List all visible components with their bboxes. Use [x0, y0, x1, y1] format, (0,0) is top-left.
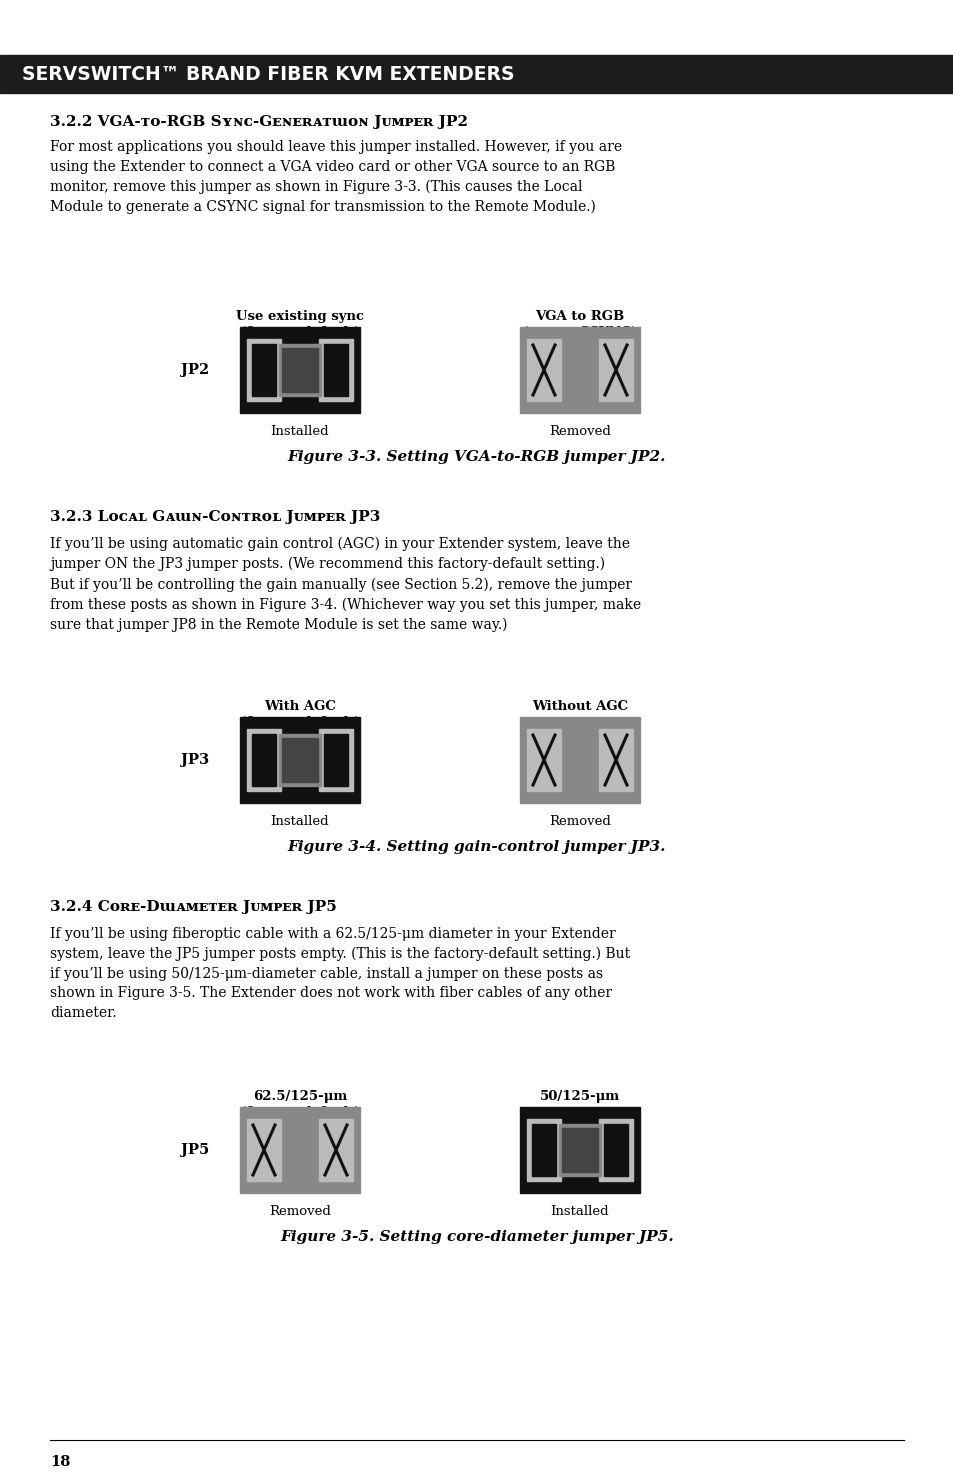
- Text: SERVSWITCH™ BRAND FIBER KVM EXTENDERS: SERVSWITCH™ BRAND FIBER KVM EXTENDERS: [22, 65, 514, 84]
- Text: Use existing sync: Use existing sync: [235, 310, 364, 323]
- Text: (factory default): (factory default): [239, 326, 360, 339]
- Text: 3.2.3 Lᴏᴄᴀʟ Gᴀɯɴ-Cᴏɴᴛʀᴏʟ Jᴜᴍᴘᴇʀ JP3: 3.2.3 Lᴏᴄᴀʟ Gᴀɯɴ-Cᴏɴᴛʀᴏʟ Jᴜᴍᴘᴇʀ JP3: [50, 510, 380, 524]
- Bar: [278, 344, 320, 395]
- Bar: [252, 344, 275, 395]
- Text: 18: 18: [50, 1454, 71, 1469]
- Text: JP3: JP3: [181, 754, 209, 767]
- Bar: [278, 735, 320, 786]
- Bar: [282, 738, 317, 782]
- Bar: [519, 327, 639, 413]
- Bar: [532, 1124, 556, 1176]
- Bar: [0, 55, 953, 93]
- Text: (factory default): (factory default): [239, 715, 360, 729]
- Text: Without AGC: Without AGC: [532, 701, 627, 712]
- Bar: [598, 729, 633, 791]
- Text: 3.2.4 Cᴏʀᴇ-Dɯᴀᴍᴇᴛᴇʀ Jᴜᴍᴘᴇʀ JP5: 3.2.4 Cᴏʀᴇ-Dɯᴀᴍᴇᴛᴇʀ Jᴜᴍᴘᴇʀ JP5: [50, 900, 336, 914]
- Text: 50/125-μm: 50/125-μm: [539, 1090, 619, 1103]
- Text: Figure 3-4. Setting gain-control jumper JP3.: Figure 3-4. Setting gain-control jumper …: [288, 839, 665, 854]
- Bar: [247, 729, 281, 791]
- Bar: [519, 717, 639, 802]
- Bar: [282, 348, 317, 392]
- Bar: [247, 1120, 281, 1181]
- Text: If you’ll be using fiberoptic cable with a 62.5/125-μm diameter in your Extender: If you’ll be using fiberoptic cable with…: [50, 926, 630, 1019]
- Text: If you’ll be using automatic gain control (AGC) in your Extender system, leave t: If you’ll be using automatic gain contro…: [50, 537, 640, 631]
- Bar: [240, 327, 359, 413]
- Bar: [598, 1120, 633, 1181]
- Bar: [603, 1124, 627, 1176]
- Text: Removed: Removed: [269, 1205, 331, 1218]
- Bar: [318, 729, 353, 791]
- Bar: [519, 1108, 639, 1193]
- Bar: [240, 717, 359, 802]
- Text: Figure 3-5. Setting core-diameter jumper JP5.: Figure 3-5. Setting core-diameter jumper…: [280, 1230, 673, 1243]
- Text: 3.2.2 VGA-ᴛᴏ-RGB Sʏɴᴄ-Gᴇɴᴇʀᴀᴛɯᴏɴ Jᴜᴍᴘᴇʀ JP2: 3.2.2 VGA-ᴛᴏ-RGB Sʏɴᴄ-Gᴇɴᴇʀᴀᴛɯᴏɴ Jᴜᴍᴘᴇʀ …: [50, 115, 468, 128]
- Text: With AGC: With AGC: [264, 701, 335, 712]
- Bar: [247, 339, 281, 401]
- Text: 62.5/125-μm: 62.5/125-μm: [253, 1090, 347, 1103]
- Bar: [526, 1120, 560, 1181]
- Bar: [598, 339, 633, 401]
- Bar: [252, 735, 275, 786]
- Text: JP2: JP2: [181, 363, 209, 378]
- Text: Installed: Installed: [271, 425, 329, 438]
- Bar: [526, 339, 560, 401]
- Text: (factory default): (factory default): [239, 1106, 360, 1120]
- Text: Figure 3-3. Setting VGA-to-RGB jumper JP2.: Figure 3-3. Setting VGA-to-RGB jumper JP…: [288, 450, 665, 465]
- Bar: [318, 339, 353, 401]
- Bar: [526, 729, 560, 791]
- Text: JP5: JP5: [181, 1143, 209, 1156]
- Text: Removed: Removed: [549, 816, 610, 827]
- Bar: [561, 1128, 598, 1173]
- Text: Removed: Removed: [549, 425, 610, 438]
- Bar: [240, 1108, 359, 1193]
- Bar: [558, 1124, 600, 1176]
- Bar: [324, 735, 348, 786]
- Text: For most applications you should leave this jumper installed. However, if you ar: For most applications you should leave t…: [50, 140, 621, 214]
- Text: (create CSYNC): (create CSYNC): [521, 326, 638, 339]
- Text: Installed: Installed: [550, 1205, 609, 1218]
- Text: Installed: Installed: [271, 816, 329, 827]
- Bar: [318, 1120, 353, 1181]
- Text: VGA to RGB: VGA to RGB: [535, 310, 624, 323]
- Bar: [324, 344, 348, 395]
